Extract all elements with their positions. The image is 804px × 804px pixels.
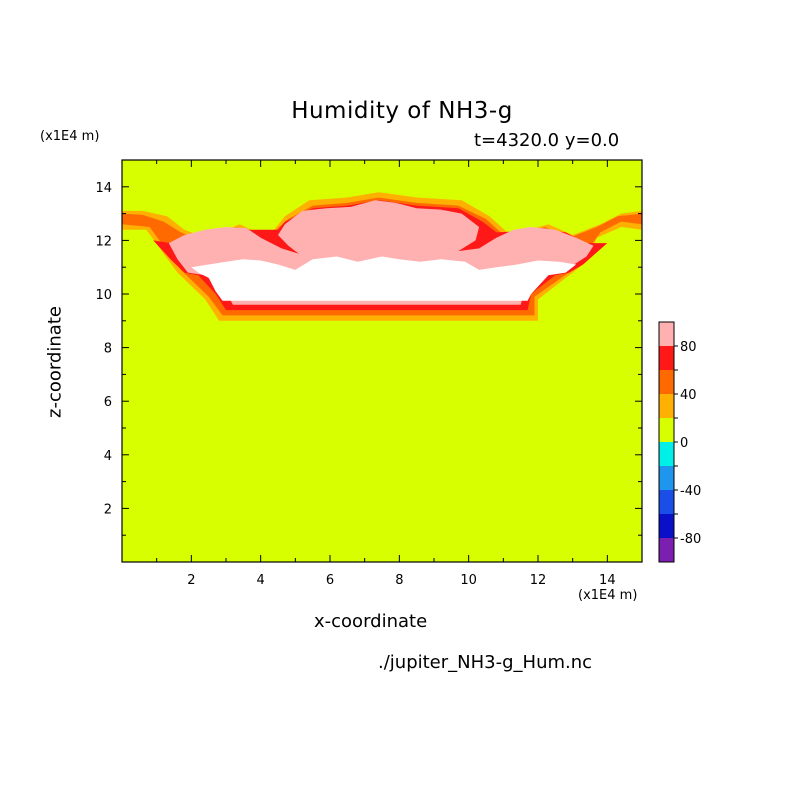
plot-frame: [121, 159, 643, 563]
colorbar-swatch: [659, 466, 674, 490]
y-tick-label: 12: [95, 234, 112, 249]
colorbar-swatch: [659, 490, 674, 514]
x-axis-label: x-coordinate: [314, 611, 428, 632]
colorbar-swatch: [659, 442, 674, 466]
x-tick-label: 2: [187, 573, 195, 588]
colorbar-tick-label: 80: [680, 340, 697, 355]
colorbar-swatch: [659, 514, 674, 538]
y-tick-label: 10: [95, 288, 112, 303]
colorbar-swatch: [659, 394, 674, 418]
y-tick-label: 8: [104, 342, 112, 357]
x-tick-label: 14: [599, 573, 616, 588]
x-tick-label: 8: [395, 573, 403, 588]
colorbar-swatch: [659, 538, 674, 562]
colorbar-tick-label: -80: [680, 532, 701, 547]
source-file-label: ./jupiter_NH3-g_Hum.nc: [378, 652, 593, 673]
colorbar-swatch: [659, 370, 674, 394]
x-axis-unit: (x1E4 m): [578, 588, 638, 603]
colorbar-tick-label: 0: [680, 436, 688, 451]
x-tick-label: 6: [326, 573, 334, 588]
colorbar-swatch: [659, 322, 674, 346]
plot-axes: 2 4 6 8 10 12 14 2 4 6 8 10 12 14: [95, 159, 643, 588]
colorbar-tick-label: -40: [680, 484, 701, 499]
y-tick-label: 2: [104, 502, 112, 517]
x-tick-label: 4: [257, 573, 265, 588]
colorbar-swatch: [659, 418, 674, 442]
colorbar: -80 -40 0 40 80: [658, 321, 701, 563]
colorbar-tick-label: 40: [680, 388, 697, 403]
y-tick-label: 14: [95, 181, 112, 196]
chart-title: Humidity of NH3-g: [291, 98, 513, 124]
y-axis-unit: (x1E4 m): [40, 129, 100, 144]
colorbar-swatch: [659, 346, 674, 370]
contour-region-100: [191, 256, 577, 301]
x-tick-label: 12: [530, 573, 547, 588]
contour-regions: [122, 192, 642, 321]
y-tick-label: 6: [104, 395, 112, 410]
y-tick-label: 4: [104, 449, 112, 464]
chart-subtitle: t=4320.0 y=0.0: [474, 130, 620, 151]
x-tick-label: 10: [460, 573, 477, 588]
